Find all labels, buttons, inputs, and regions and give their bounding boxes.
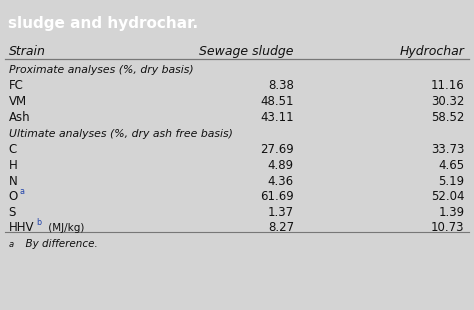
Text: N: N: [9, 175, 17, 188]
Text: S: S: [9, 206, 16, 219]
Text: FC: FC: [9, 79, 23, 92]
Text: 58.52: 58.52: [431, 111, 465, 124]
Text: a: a: [9, 240, 14, 249]
Text: Proximate analyses (%, dry basis): Proximate analyses (%, dry basis): [9, 64, 193, 74]
Text: 4.36: 4.36: [268, 175, 294, 188]
Text: 4.65: 4.65: [438, 159, 465, 172]
Text: sludge and hydrochar.: sludge and hydrochar.: [8, 16, 198, 30]
Text: 5.19: 5.19: [438, 175, 465, 188]
Text: 52.04: 52.04: [431, 190, 465, 203]
Text: C: C: [9, 144, 17, 157]
Text: 1.37: 1.37: [268, 206, 294, 219]
Text: a: a: [19, 187, 25, 196]
Text: 61.69: 61.69: [260, 190, 294, 203]
Text: 4.89: 4.89: [268, 159, 294, 172]
Text: 30.32: 30.32: [431, 95, 465, 108]
Text: By difference.: By difference.: [19, 239, 98, 249]
Text: 8.27: 8.27: [268, 221, 294, 234]
Text: O: O: [9, 190, 18, 203]
Text: Strain: Strain: [9, 45, 46, 58]
Text: HHV: HHV: [9, 221, 34, 234]
Text: b: b: [36, 219, 42, 228]
Text: 33.73: 33.73: [431, 144, 465, 157]
Text: Hydrochar: Hydrochar: [400, 45, 465, 58]
Text: 43.11: 43.11: [260, 111, 294, 124]
Text: 48.51: 48.51: [260, 95, 294, 108]
Text: VM: VM: [9, 95, 27, 108]
Text: Sewage sludge: Sewage sludge: [200, 45, 294, 58]
Text: (MJ/kg): (MJ/kg): [45, 223, 84, 233]
Text: 10.73: 10.73: [431, 221, 465, 234]
Text: 11.16: 11.16: [431, 79, 465, 92]
Text: H: H: [9, 159, 17, 172]
Text: 27.69: 27.69: [260, 144, 294, 157]
Text: Ultimate analyses (%, dry ash free basis): Ultimate analyses (%, dry ash free basis…: [9, 129, 232, 139]
Text: 1.39: 1.39: [438, 206, 465, 219]
Text: 8.38: 8.38: [268, 79, 294, 92]
Text: Ash: Ash: [9, 111, 30, 124]
